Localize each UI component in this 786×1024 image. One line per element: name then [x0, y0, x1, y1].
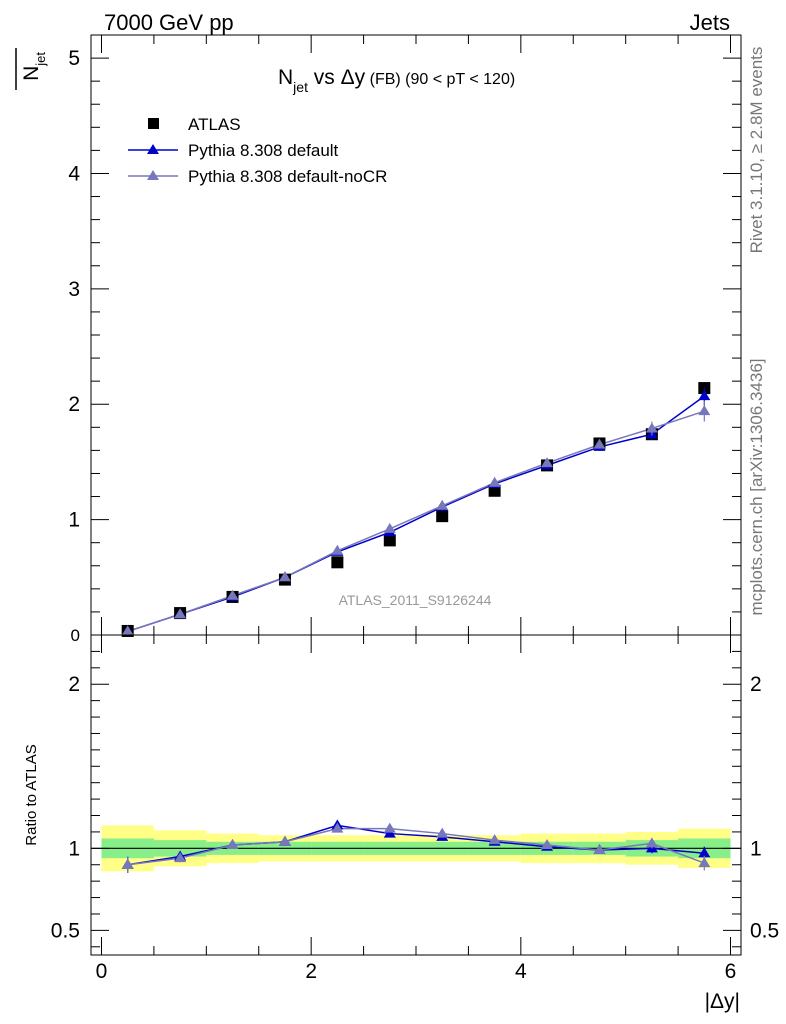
mc-data-point — [331, 544, 344, 555]
ratio-plot-frame — [90, 634, 742, 956]
mc-data-point — [698, 390, 711, 401]
main-data-series — [121, 382, 711, 637]
mc-data-point — [698, 405, 711, 416]
x-tick-label: 4 — [515, 960, 527, 983]
main-plot-panel: 1 2 3 4 5 0 ATLAS_2011_S9126244 Njet vs Δy (F… — [15, 34, 742, 645]
ratio-plot-panel: 0.5 0.5 1 1 2 2 Ratio to ATLAS 0 2 4 6 |Δy| — [23, 634, 779, 1013]
main-series-line — [127, 410, 705, 633]
atlas-data-point — [331, 556, 344, 569]
ratio-y-tick-label-right: 0.5 — [750, 919, 779, 942]
legend-label-atlas: ATLAS — [188, 115, 241, 134]
main-axis-ticks — [91, 34, 741, 636]
ratio-y-tick-label: 0.5 — [51, 919, 80, 942]
ratio-data-point — [226, 839, 239, 850]
mc-data-point — [226, 589, 239, 600]
title-small: (FB) (90 < pT < 120) — [365, 71, 515, 88]
ratio-y-tick-labels: 0.5 0.5 1 1 2 2 — [51, 673, 779, 942]
ratio-data-point — [698, 847, 711, 858]
ratio-data-point — [488, 834, 501, 845]
ratio-data-point — [698, 857, 711, 868]
mc-data-point — [541, 457, 554, 468]
main-y-tick-label: 5 — [68, 47, 80, 70]
ylabel-subscript: jet — [33, 52, 48, 67]
mc-data-point — [645, 422, 658, 433]
energy-label: 7000 GeV pp — [104, 10, 234, 35]
main-y-tick-labels: 1 2 3 4 5 0 — [68, 47, 80, 645]
title-subscript: jet — [292, 79, 308, 95]
main-y-axis-label: Njet — [15, 48, 48, 90]
mc-data-point — [383, 522, 396, 533]
main-y-tick-label: 4 — [68, 162, 80, 185]
ratio-series-line — [127, 827, 705, 866]
rivet-version-label: Rivet 3.1.10, ≥ 2.8M events — [747, 47, 766, 254]
ratio-y-tick-label-right: 2 — [750, 673, 762, 696]
ratio-data-point — [278, 835, 291, 846]
main-y-tick-label: 1 — [68, 509, 80, 532]
ratio-data-point — [383, 822, 396, 833]
x-tick-label: 2 — [305, 960, 317, 983]
mc-data-point — [593, 438, 606, 449]
mc-data-point — [121, 625, 134, 636]
ratio-axis-ticks — [91, 635, 741, 955]
ylabel-main: Njet — [20, 52, 48, 81]
mc-data-point — [278, 571, 291, 582]
ratio-data-series — [121, 819, 711, 873]
ratio-data-point — [645, 837, 658, 848]
main-y-tick-label: 3 — [68, 278, 80, 301]
ylabel-n: N — [20, 66, 43, 81]
legend-label-default: Pythia 8.308 default — [188, 141, 339, 160]
ratio-data-point — [593, 843, 606, 854]
x-tick-labels: 0 2 4 6 — [96, 960, 737, 983]
main-series-line — [127, 395, 705, 633]
atlas-data-point — [436, 510, 449, 523]
x-tick-label: 0 — [96, 960, 108, 983]
source-url-label: mcplots.cern.ch [arXiv:1306.3436] — [747, 358, 766, 615]
ratio-y-tick-label: 1 — [68, 837, 80, 860]
analysis-watermark: ATLAS_2011_S9126244 — [339, 592, 492, 608]
plot-title: Njet vs Δy (FB) (90 < pT < 120) — [278, 66, 515, 95]
main-y-tick-label-zero: 0 — [71, 626, 80, 645]
ratio-data-point — [331, 822, 344, 833]
legend-marker-default — [147, 144, 159, 154]
atlas-data-point — [383, 534, 396, 547]
ratio-data-point — [541, 839, 554, 850]
mc-data-point — [488, 476, 501, 487]
ratio-y-tick-label: 2 — [68, 673, 80, 696]
x-tick-label: 6 — [725, 960, 737, 983]
ratio-data-point — [174, 852, 187, 863]
title-main: N — [278, 66, 293, 89]
title-rest: vs Δy — [308, 66, 366, 89]
legend-label-nocr: Pythia 8.308 default-noCR — [188, 167, 387, 186]
ratio-y-axis-label: Ratio to ATLAS — [23, 744, 40, 845]
ratio-data-point — [436, 827, 449, 838]
legend-marker-atlas — [148, 118, 159, 129]
mc-data-point — [436, 499, 449, 510]
legend: ATLAS Pythia 8.308 default Pythia 8.308 … — [128, 115, 387, 186]
legend-marker-nocr — [147, 170, 159, 180]
mc-data-point — [174, 608, 187, 619]
ratio-y-tick-label-right: 1 — [750, 837, 762, 860]
ratio-data-point — [121, 858, 134, 869]
x-axis-label: |Δy| — [705, 990, 740, 1013]
process-label: Jets — [690, 10, 730, 35]
main-y-tick-label: 2 — [68, 393, 80, 416]
